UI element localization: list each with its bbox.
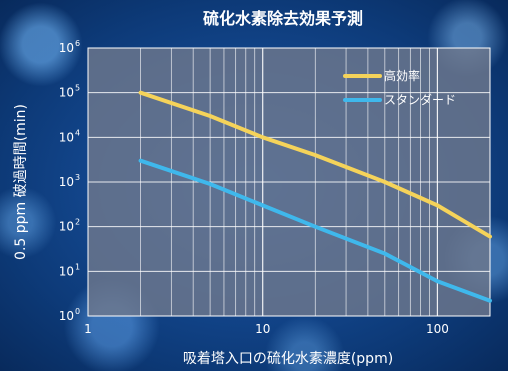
x-axis-label: 吸着塔入口の硫化水素濃度(ppm) xyxy=(183,351,393,367)
legend: 高効率 スタンダード xyxy=(343,68,456,107)
y-tick-label: 10 xyxy=(59,175,74,189)
y-tick-label: 10 xyxy=(59,86,74,100)
y-tick-exponent: 2 xyxy=(75,218,80,227)
y-tick-label: 10 xyxy=(59,41,74,55)
chart-title: 硫化水素除去効果予測 xyxy=(203,9,363,28)
y-tick-exponent: 5 xyxy=(75,84,80,93)
series-line-high-efficiency xyxy=(138,90,492,239)
y-tick-label: 10 xyxy=(59,130,74,144)
y-tick-exponent: 0 xyxy=(75,307,80,316)
y-tick-label: 10 xyxy=(59,309,74,323)
x-tick-label: 10 xyxy=(255,322,270,336)
y-tick-exponent: 6 xyxy=(75,39,80,48)
x-tick-labels: 1 10 100 xyxy=(84,322,449,336)
x-tick-label: 1 xyxy=(84,322,92,336)
series-line-standard xyxy=(138,158,492,303)
y-tick-exponent: 3 xyxy=(75,173,80,182)
y-tick-exponent: 4 xyxy=(75,128,80,137)
y-axis-label: 0.5 ppm 破過時間(min) xyxy=(13,104,29,260)
series-lines xyxy=(138,90,492,303)
legend-label-high-efficiency: 高効率 xyxy=(384,68,420,83)
legend-label-standard: スタンダード xyxy=(384,92,456,107)
y-tick-label: 10 xyxy=(59,264,74,278)
grid xyxy=(88,48,490,316)
x-tick-label: 100 xyxy=(426,322,449,336)
y-tick-exponent: 1 xyxy=(75,262,80,271)
y-tick-label: 10 xyxy=(59,220,74,234)
